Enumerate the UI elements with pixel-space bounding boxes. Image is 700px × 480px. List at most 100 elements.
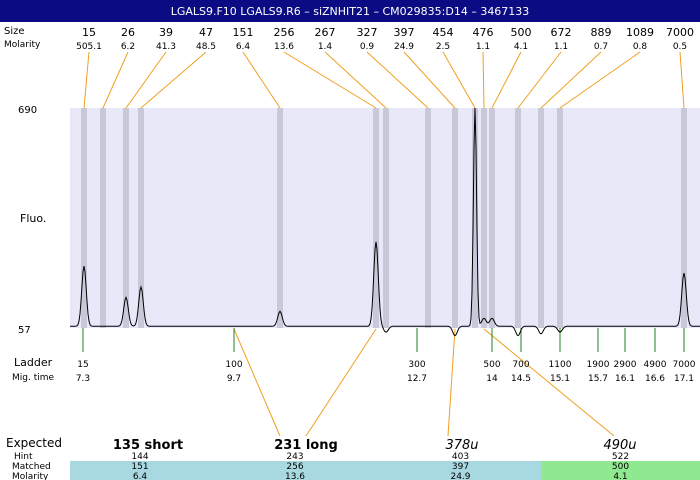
peak-band (681, 108, 687, 328)
size-connectors (83, 51, 685, 437)
peak-molarity-label: 24.9 (394, 42, 414, 52)
peak-connector (517, 51, 562, 109)
peak-connector (283, 51, 377, 109)
peak-molarity-label: 2.5 (436, 42, 450, 52)
peak-size-label: 889 (591, 26, 612, 39)
peak-molarity-label: 48.5 (196, 42, 216, 52)
peak-band (373, 108, 379, 328)
peak-molarity-label: 4.1 (514, 42, 528, 52)
fluorescence-trace (70, 107, 700, 337)
ladder-size-label: 500 (483, 360, 500, 370)
peak-connector (324, 51, 387, 109)
peak-molarity-label: 1.4 (318, 42, 333, 52)
peak-band (277, 108, 283, 328)
peak-molarity-label: 6.4 (236, 42, 251, 52)
peak-size-label: 151 (233, 26, 254, 39)
peak-band (489, 108, 495, 328)
peak-molarity-label: 0.9 (360, 42, 375, 52)
peak-connector (242, 51, 281, 109)
peak-band (81, 108, 87, 328)
ladder-time-label: 15.1 (550, 374, 570, 384)
ladder-time-label: 9.7 (227, 374, 241, 384)
peak-size-label: 397 (394, 26, 415, 39)
peak-band (557, 108, 563, 328)
ladder-time-label: 12.7 (407, 374, 427, 384)
peak-band (452, 108, 458, 328)
molarity-row-label: Molarity (12, 472, 49, 480)
expected-matched: 397 (452, 462, 469, 472)
peak-molarity-label: 0.7 (594, 42, 608, 52)
peak-molarity-label: 13.6 (274, 42, 294, 52)
peak-molarity-label: 0.8 (633, 42, 648, 52)
ladder-time-label: 16.6 (645, 374, 665, 384)
peak-size-label: 476 (473, 26, 494, 39)
expected-label: Expected (6, 436, 62, 450)
peak-molarity-label: 0.5 (673, 42, 687, 52)
peak-size-label: 500 (511, 26, 532, 39)
matched-label: Matched (12, 462, 51, 472)
expected-name: 231 long (274, 438, 338, 453)
peak-connector (482, 51, 485, 109)
peak-connector (140, 51, 207, 109)
ladder-size-label: 4900 (644, 360, 667, 370)
expected-name: 135 short (113, 438, 183, 453)
ladder-time-label: 14.5 (511, 374, 531, 384)
expected-molarity: 6.4 (133, 472, 148, 480)
ladder-size-label: 700 (512, 360, 529, 370)
peak-connector (442, 51, 476, 109)
expected-matched: 500 (612, 462, 629, 472)
peak-size-label: 327 (357, 26, 378, 39)
peak-connector (83, 51, 90, 109)
peak-size-label: 454 (433, 26, 454, 39)
ladder-size-label: 1900 (587, 360, 610, 370)
expected-matched: 256 (286, 462, 303, 472)
expected-connector (447, 328, 456, 437)
peak-band (538, 108, 544, 328)
peak-band (383, 108, 389, 328)
peak-size-label: 256 (274, 26, 295, 39)
peak-size-label: 39 (159, 26, 173, 39)
peak-band (481, 108, 487, 328)
mig-time-label: Mig. time (12, 373, 54, 383)
peak-labels: 15 505.1 26 6.2 39 41.3 47 48.5 151 6.4 256 13.6 267… (76, 26, 694, 52)
peak-connector (403, 51, 456, 109)
expected-hint: 403 (452, 452, 469, 462)
peak-size-label: 47 (199, 26, 213, 39)
peak-molarity-label: 505.1 (76, 42, 102, 52)
peak-molarity-label: 1.1 (554, 42, 568, 52)
expected-name: 490u (603, 438, 636, 453)
expected-connector (483, 328, 615, 437)
peak-connector (679, 51, 685, 109)
peak-band (123, 108, 129, 328)
expected-molarity: 24.9 (450, 472, 470, 480)
ladder-time-label: 7.3 (76, 374, 90, 384)
chart-title: LGALS9.F10 LGALS9.R6 – siZNHIT21 – CM029… (0, 0, 700, 22)
expected-cell (210, 461, 380, 480)
peak-connector (125, 51, 167, 109)
ladder-size-label: 300 (408, 360, 425, 370)
peak-band (425, 108, 431, 328)
molarity-label: Molarity (4, 40, 41, 50)
peak-band (515, 108, 521, 328)
peak-molarity-label: 6.2 (121, 42, 135, 52)
ladder-lines (82, 328, 685, 352)
peak-molarity-label: 41.3 (156, 42, 176, 52)
peak-connector (366, 51, 429, 109)
peak-size-label: 7000 (666, 26, 694, 39)
expected-hint: 243 (286, 452, 303, 462)
y-tick-max: 690 (18, 105, 37, 116)
ladder-time-label: 16.1 (615, 374, 635, 384)
expected-cell (70, 461, 210, 480)
ladder-time-label: 17.1 (674, 374, 694, 384)
expected-matched: 151 (131, 462, 148, 472)
size-label: Size (4, 26, 25, 37)
expected-hint: 522 (612, 452, 629, 462)
peak-bands (81, 108, 687, 328)
peak-size-label: 15 (82, 26, 96, 39)
ladder-size-label: 1100 (549, 360, 572, 370)
peak-connector (559, 51, 641, 109)
ladder-labels: 15 7.3 100 9.7 300 12.7 500 14 700 14.5 1100 15.1 19… (76, 360, 696, 384)
peak-connector (540, 51, 602, 109)
